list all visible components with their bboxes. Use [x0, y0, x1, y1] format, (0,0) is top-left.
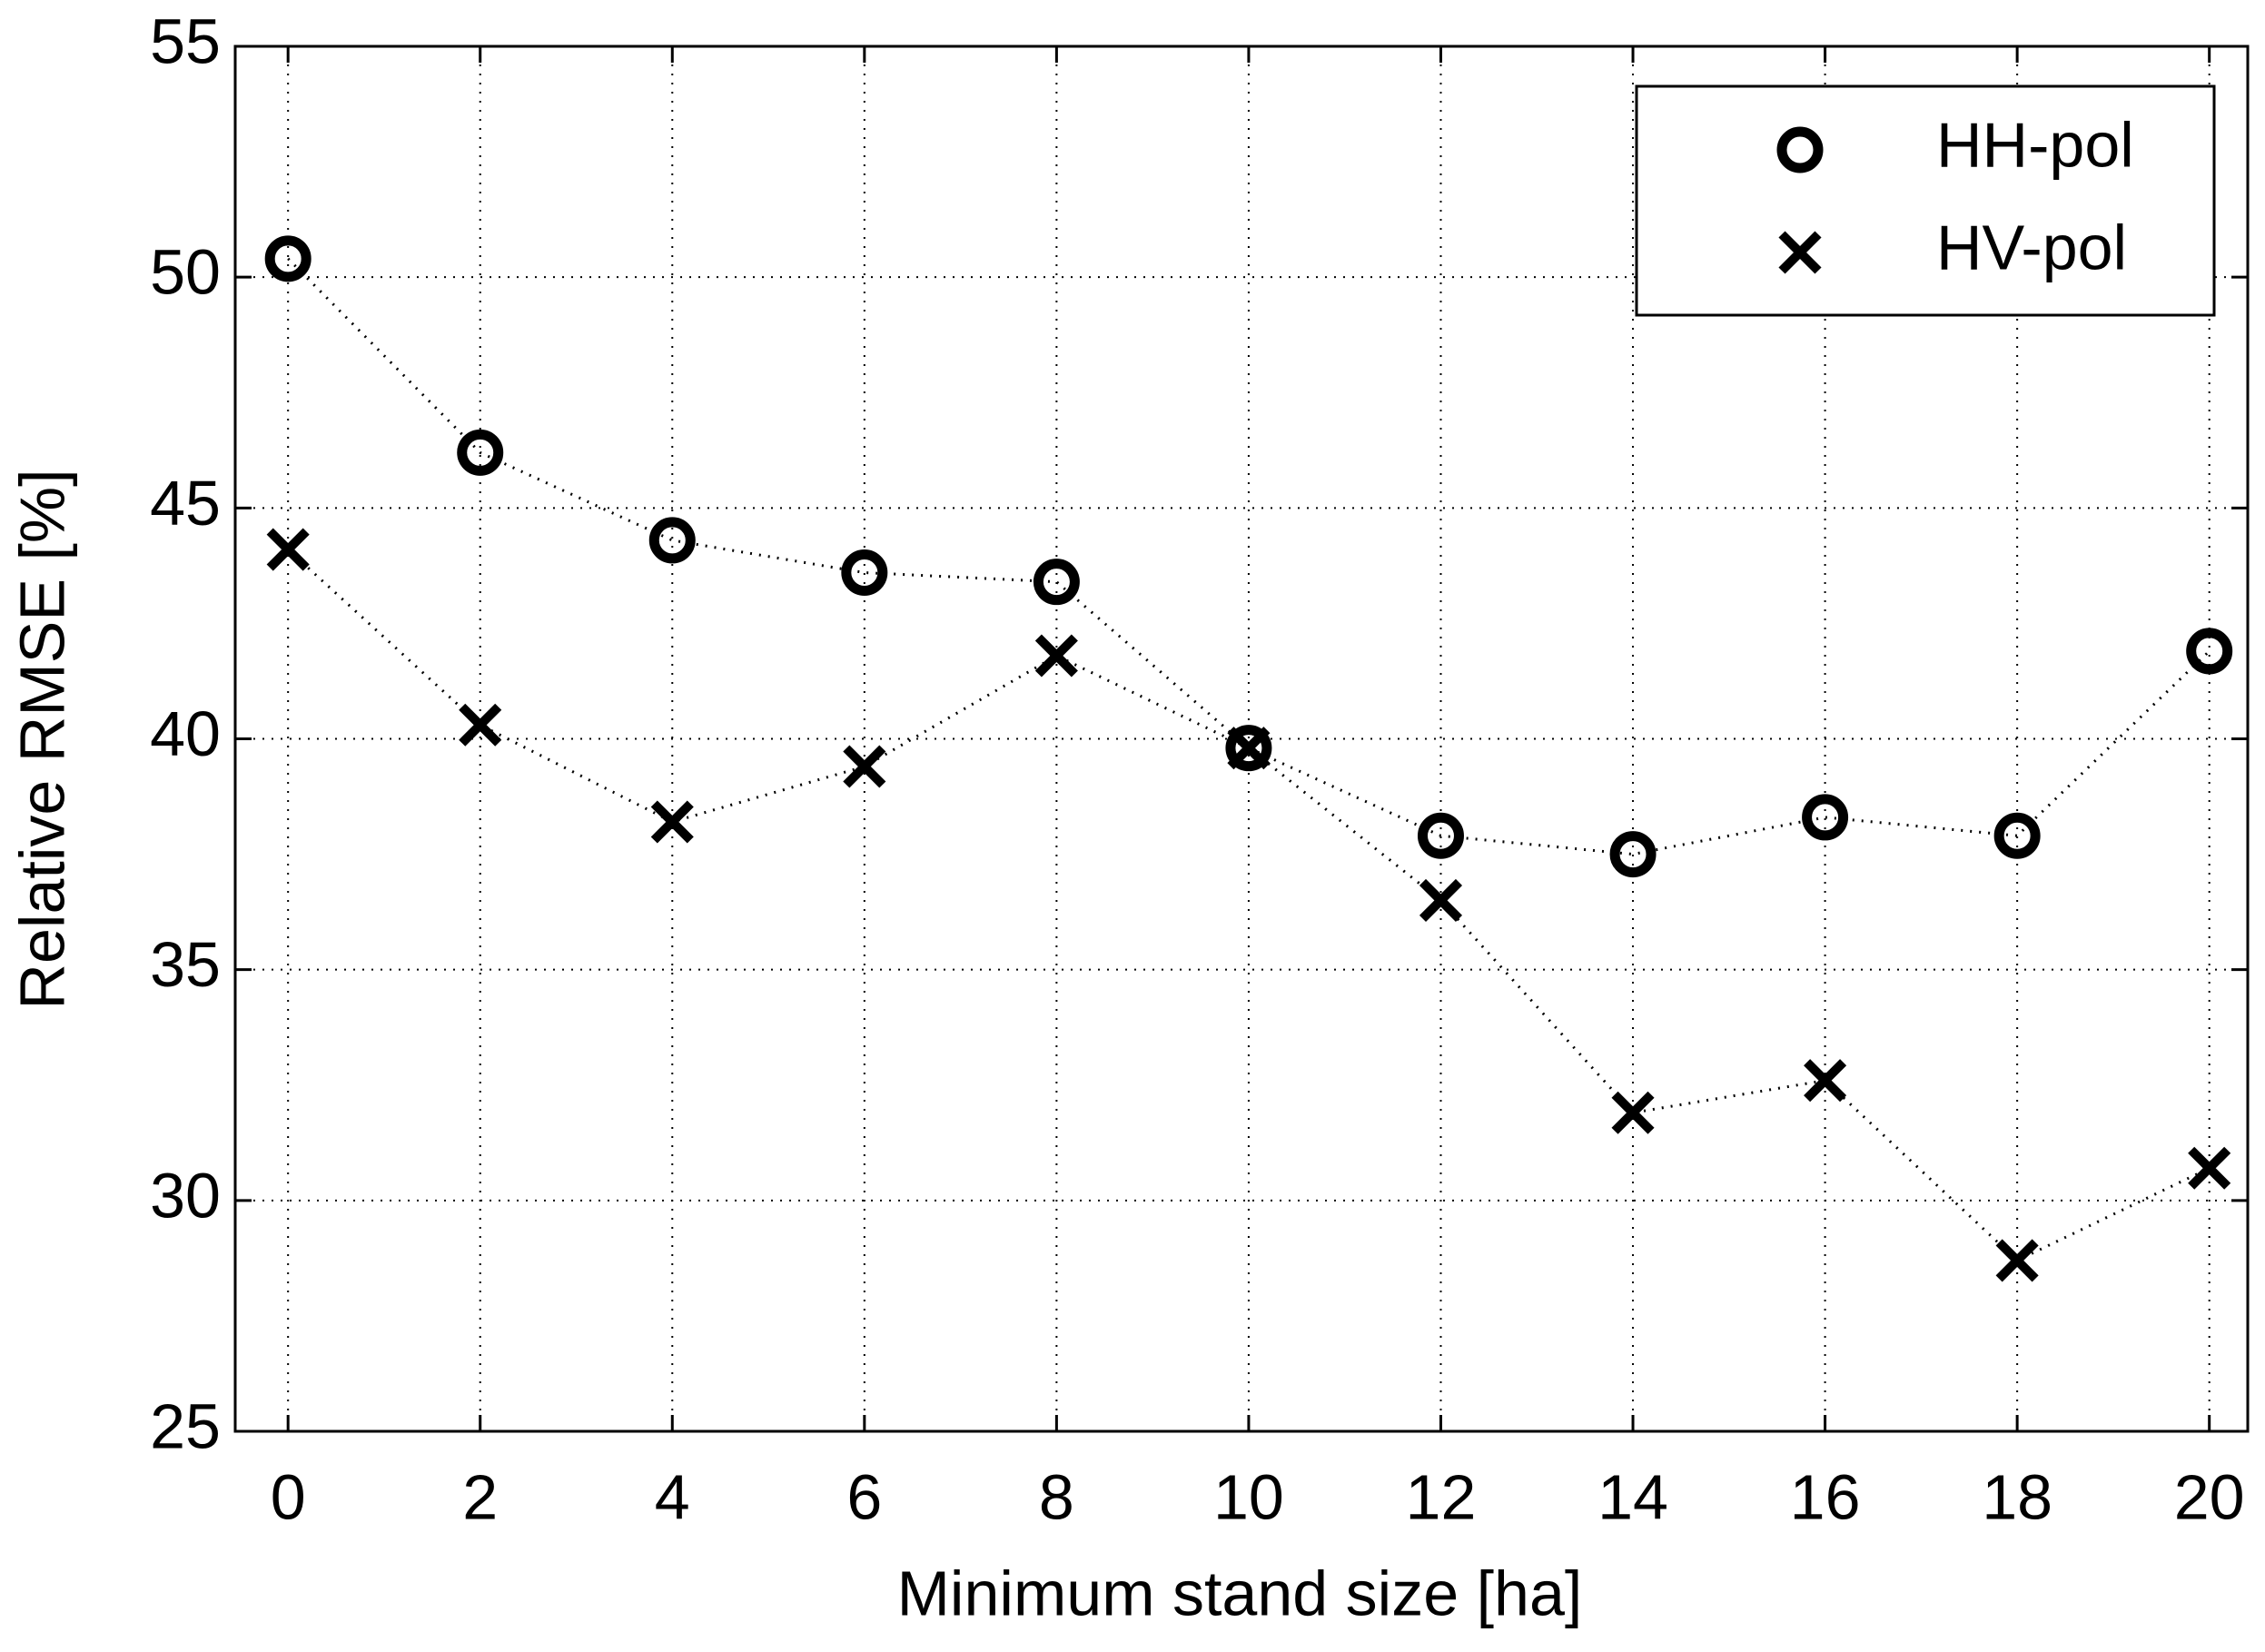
- x-tick-label: 14: [1597, 1461, 1668, 1532]
- marker-circle: [264, 235, 312, 282]
- marker-circle: [1776, 126, 1824, 173]
- plot-frame: [233, 45, 2250, 1433]
- marker-x: [1227, 727, 1271, 770]
- y-tick-label: 50: [150, 237, 221, 308]
- marker-stroke: [1034, 634, 1078, 678]
- x-tick-label: 12: [1406, 1461, 1477, 1532]
- x-tick-label: 4: [655, 1461, 690, 1532]
- x-tick-label: 20: [2174, 1461, 2245, 1532]
- x-tick-label: 2: [462, 1461, 498, 1532]
- marker-stroke: [1611, 1091, 1655, 1134]
- marker-x: [1419, 878, 1463, 922]
- x-tick-label: 18: [1982, 1461, 2052, 1532]
- marker-stroke: [1804, 1059, 1847, 1103]
- y-tick-label: 35: [150, 929, 221, 1000]
- x-tick-label: 8: [1039, 1461, 1074, 1532]
- marker-x: [1611, 1091, 1655, 1134]
- marker-stroke: [843, 745, 886, 788]
- marker-x: [1778, 231, 1822, 274]
- marker-circle: [1225, 725, 1272, 772]
- marker-circle: [1802, 794, 1849, 841]
- legend-box: [1635, 84, 2216, 317]
- marker-x: [843, 745, 886, 788]
- x-tick-label: 0: [271, 1461, 306, 1532]
- marker-circle: [648, 517, 696, 564]
- marker-circle: [841, 549, 888, 596]
- marker-stroke: [650, 800, 694, 844]
- marker-x: [2188, 1146, 2231, 1190]
- marker-circle: [1033, 559, 1080, 606]
- marker-x: [1804, 1059, 1847, 1103]
- legend-label: HV-pol: [1936, 212, 2127, 282]
- marker-circle: [1417, 812, 1464, 859]
- marker-x: [1995, 1239, 2039, 1282]
- marker-stroke: [1227, 727, 1271, 770]
- y-axis-label: Relative RMSE [%]: [6, 469, 77, 1009]
- x-tick-label: 6: [846, 1461, 882, 1532]
- series-line: [287, 257, 2211, 856]
- marker-x: [266, 528, 310, 571]
- y-tick-label: 25: [150, 1390, 221, 1461]
- marker-circle: [2186, 628, 2233, 675]
- x-tick-label: 10: [1213, 1461, 1284, 1532]
- y-tick-label: 55: [150, 5, 221, 76]
- marker-circle: [1993, 812, 2041, 859]
- legend: HH-pol HV-pol: [1635, 84, 2216, 317]
- marker-circle: [1609, 831, 1657, 878]
- x-tick-label: 16: [1790, 1461, 1861, 1532]
- marker-stroke: [2188, 1146, 2231, 1190]
- y-tick-label: 45: [150, 468, 221, 539]
- marker-stroke: [1419, 878, 1463, 922]
- marker-circle: [457, 429, 504, 476]
- marker-x: [650, 800, 694, 844]
- marker-stroke: [1995, 1239, 2039, 1282]
- marker-x: [1034, 634, 1078, 678]
- marker-stroke: [266, 528, 310, 571]
- y-tick-label: 30: [150, 1160, 221, 1231]
- marker-stroke: [459, 703, 502, 747]
- x-axis-label: Minimum stand size [ha]: [897, 1558, 1583, 1628]
- y-tick-label: 40: [150, 698, 221, 769]
- marker-stroke: [1778, 231, 1822, 274]
- marker-x: [459, 703, 502, 747]
- legend-label: HH-pol: [1936, 109, 2134, 180]
